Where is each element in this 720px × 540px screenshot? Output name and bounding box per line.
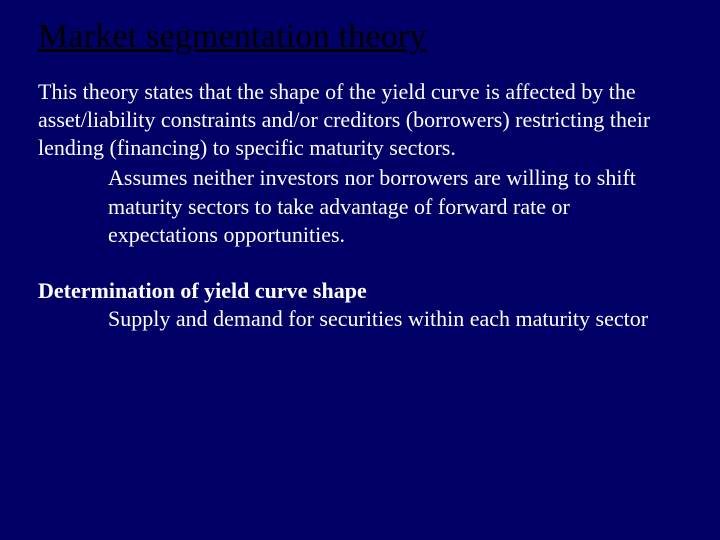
paragraph-assumption: Assumes neither investors nor borrowers … xyxy=(38,164,682,248)
subtitle-determination: Determination of yield curve shape xyxy=(38,277,682,305)
slide-container: Market segmentation theory This theory s… xyxy=(0,0,720,353)
slide-title: Market segmentation theory xyxy=(38,18,682,56)
paragraph-intro: This theory states that the shape of the… xyxy=(38,78,682,162)
paragraph-supply-demand: Supply and demand for securities within … xyxy=(38,305,682,333)
